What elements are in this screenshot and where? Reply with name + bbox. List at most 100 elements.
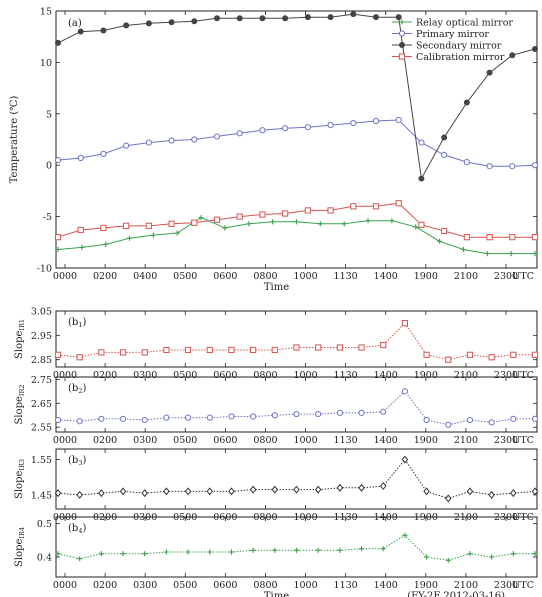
data-point — [380, 546, 386, 552]
data-point — [336, 409, 343, 416]
data-point — [467, 551, 473, 557]
legend-marker — [398, 42, 405, 49]
data-point — [55, 551, 61, 557]
data-point — [54, 416, 62, 424]
plot-frame — [55, 310, 538, 368]
data-point — [198, 215, 204, 221]
data-point — [510, 415, 517, 422]
data-point — [460, 246, 467, 253]
x-tick-label: 2100 — [454, 435, 478, 446]
data-point — [413, 224, 419, 230]
data-point — [206, 414, 213, 421]
data-point — [174, 230, 180, 236]
y-tick-label: 1.45 — [31, 490, 52, 501]
data-point — [272, 547, 278, 553]
x-tick-label: 1900 — [414, 271, 438, 282]
data-point — [358, 546, 365, 552]
data-point — [423, 487, 430, 496]
data-point — [54, 234, 62, 241]
x-tick-label: 0300 — [133, 370, 157, 381]
x-tick-label: 2100 — [454, 580, 478, 591]
data-point — [236, 130, 243, 137]
data-point — [228, 413, 235, 420]
x-tick-label: 0800 — [253, 271, 277, 282]
data-point — [103, 241, 109, 247]
series-slope — [54, 388, 539, 428]
x-tick-label: 0200 — [93, 580, 117, 591]
series-secondary-mirror — [55, 11, 539, 182]
panel-label: (b4) — [68, 523, 86, 535]
data-point — [423, 351, 430, 358]
legend-label: Secondary mirror — [416, 41, 502, 52]
series-relay-optical-mirror — [55, 215, 538, 257]
panel-5: 0.5 0.4 0000 0200 0300 0500 0600 0800 1000 1130 14… — [14, 516, 538, 597]
legend-marker — [399, 19, 405, 25]
data-point — [486, 163, 493, 170]
data-point — [441, 151, 448, 159]
x-tick-label: 2300 — [494, 271, 518, 282]
data-point — [484, 251, 490, 257]
x-tick-label: 2300 — [494, 580, 518, 591]
data-point — [531, 415, 539, 422]
y-axis-label: SlopeIR2 — [14, 385, 26, 425]
data-point — [168, 137, 175, 144]
x-tick-label: 1400 — [374, 271, 398, 282]
x-tick-label: 1000 — [293, 580, 317, 591]
data-point — [441, 227, 448, 235]
x-tick-label: 0400 — [133, 271, 157, 282]
data-point — [395, 200, 402, 207]
legend-label: Relay optical mirror — [416, 18, 513, 29]
data-point — [293, 219, 300, 225]
data-point — [163, 346, 170, 354]
y-tick-label: 2.55 — [31, 423, 52, 434]
y-tick-label: -10 — [37, 264, 52, 275]
data-point — [270, 219, 276, 225]
data-point — [466, 487, 474, 496]
x-tick-label: 0800 — [253, 580, 277, 591]
data-point — [77, 154, 84, 162]
x-tick-label: 1900 — [414, 370, 438, 381]
data-point — [259, 127, 266, 134]
y-tick-label: 0.5 — [37, 519, 52, 530]
data-point — [509, 52, 516, 59]
data-point — [395, 116, 402, 124]
data-point — [184, 414, 192, 421]
y-tick-label: -5 — [43, 212, 52, 223]
data-point — [327, 207, 334, 214]
y-axis-label: SlopeIR1 — [14, 319, 26, 359]
data-point — [123, 22, 130, 29]
x-tick-label: 1400 — [374, 370, 398, 381]
x-tick-label: 1130 — [334, 271, 358, 282]
x-tick-label: 0000 — [53, 271, 77, 282]
data-point — [423, 416, 430, 424]
data-point — [486, 69, 493, 76]
data-point — [191, 18, 198, 25]
data-point — [509, 163, 516, 170]
panel-label: (b3) — [68, 455, 86, 467]
x-tick-label: UTC — [512, 370, 534, 381]
data-point — [445, 356, 452, 363]
x-tick-label: 0300 — [133, 580, 157, 591]
x-tick-label: 1130 — [334, 580, 358, 591]
data-point — [145, 139, 152, 146]
data-point — [531, 487, 539, 496]
data-point — [250, 346, 257, 354]
data-point — [315, 410, 322, 418]
data-point — [532, 251, 538, 257]
series-line — [57, 202, 535, 238]
data-point — [213, 15, 220, 22]
x-tick-label: 0000 — [53, 435, 77, 446]
data-point — [463, 234, 470, 241]
data-point — [423, 554, 430, 560]
plot-frame — [55, 10, 538, 269]
x-tick-label: 0800 — [253, 435, 277, 446]
x-tick-label: 0000 — [53, 580, 77, 591]
data-point — [98, 551, 104, 557]
x-tick-label: 1000 — [293, 435, 317, 446]
data-point — [259, 211, 266, 218]
data-point — [76, 354, 83, 361]
series-slope — [54, 320, 539, 363]
